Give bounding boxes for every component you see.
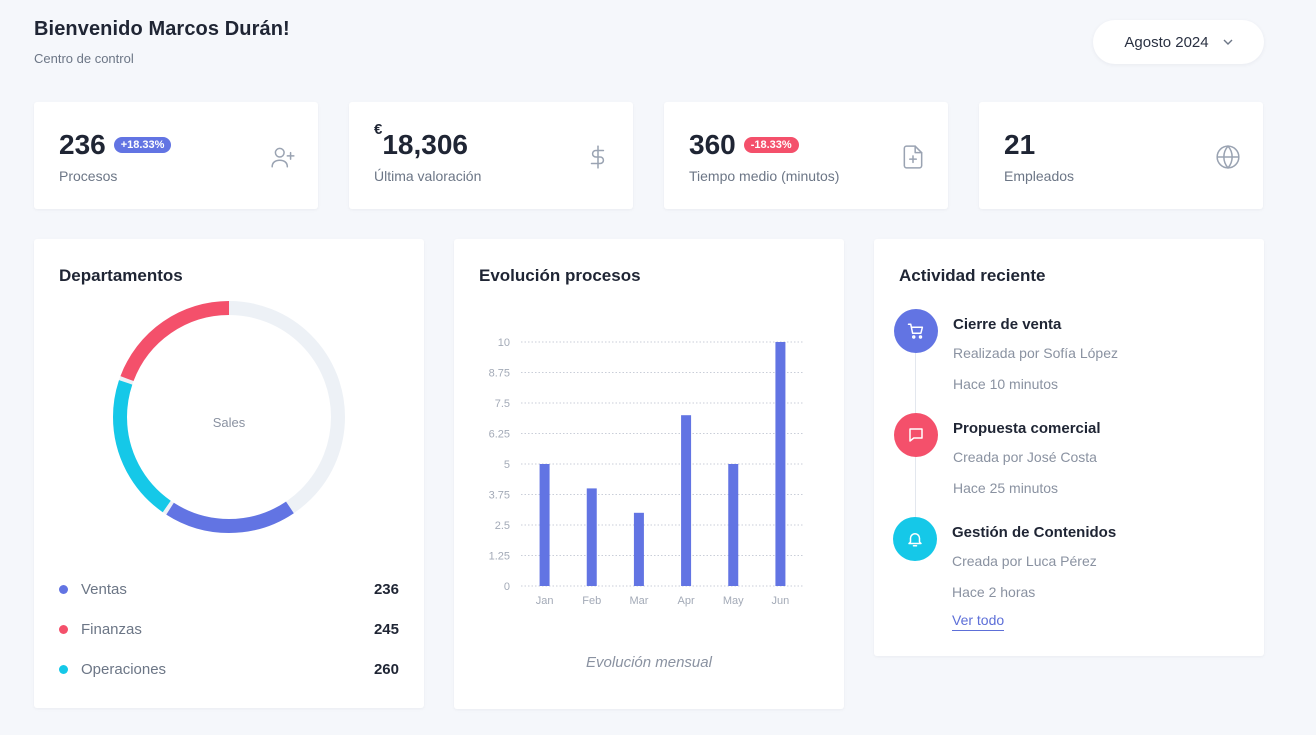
page-subtitle: Centro de control: [34, 51, 134, 66]
activity-title: Cierre de venta: [953, 316, 1062, 333]
stat-card-empleados: 21 Empleados: [979, 102, 1263, 209]
see-all-link[interactable]: Ver todo: [952, 612, 1005, 631]
month-select[interactable]: Agosto 2024: [1093, 20, 1264, 64]
dollar-icon: [585, 144, 611, 170]
donut-segment-operaciones: [113, 301, 345, 533]
stat-label: Tiempo medio (minutos): [689, 168, 840, 184]
y-tick-label: 1.25: [489, 551, 510, 563]
legend-dot: [59, 625, 68, 634]
legend-name: Ventas: [81, 581, 127, 598]
stat-badge: -18.33%: [743, 137, 799, 153]
stat-label: Empleados: [1004, 168, 1075, 184]
stat-badge: +18.33%: [113, 137, 172, 153]
activity-title: Gestión de Contenidos: [952, 524, 1117, 541]
stat-value: 236: [59, 129, 106, 160]
globe-icon: [1215, 144, 1241, 170]
departments-card: Departamentos Sales Ventas 236 Finanzas …: [34, 239, 424, 708]
y-tick-label: 2.5: [495, 520, 510, 532]
departments-title: Departamentos: [59, 266, 183, 285]
x-tick-label: May: [723, 595, 744, 607]
legend-name: Finanzas: [81, 621, 142, 638]
activity-subtitle: Realizada por Sofía López: [953, 345, 1118, 361]
stat-value: 21: [1004, 129, 1036, 160]
currency-symbol: €: [374, 120, 383, 138]
x-tick-label: Mar: [629, 595, 648, 607]
page-title: Bienvenido Marcos Durán!: [34, 18, 290, 40]
legend-dot: [59, 585, 68, 594]
donut-segment-finanzas: [113, 301, 345, 533]
departments-donut: Sales: [113, 301, 345, 533]
activity-time: Hace 10 minutos: [953, 376, 1059, 392]
x-tick-label: Feb: [582, 595, 601, 607]
legend-row-ventas: Ventas 236: [59, 581, 399, 598]
stat-label: Última valoración: [374, 168, 482, 184]
y-tick-label: 3.75: [489, 490, 510, 502]
x-tick-label: Jan: [536, 595, 554, 607]
legend-value: 245: [373, 621, 399, 638]
legend-dot: [59, 665, 68, 674]
legend-row-operaciones: Operaciones 260: [59, 661, 399, 678]
evolution-bar-chart: 0 1.25 2.5 3.75 5 6.25 7.5 8.75 10 Jan Feb Mar Apr Ma…: [489, 337, 804, 607]
legend-value: 260: [373, 661, 399, 678]
user-plus-icon: [270, 144, 296, 170]
message-icon: [894, 413, 938, 457]
activity-subtitle: Creada por Luca Pérez: [952, 553, 1097, 569]
evolution-title: Evolución procesos: [479, 266, 641, 285]
y-tick-label: 7.5: [495, 398, 510, 410]
bar-may: [728, 464, 739, 586]
legend-name: Operaciones: [81, 661, 167, 678]
activity-time: Hace 2 horas: [952, 584, 1036, 600]
y-tick-label: 5: [504, 459, 510, 471]
evolution-card: Evolución procesos 0 1.25 2.5 3.75 5 6.25 7.5 8…: [454, 239, 844, 709]
file-plus-icon: [900, 144, 926, 170]
chart-caption: Evolución mensual: [586, 654, 712, 671]
legend-row-finanzas: Finanzas 245: [59, 621, 399, 638]
donut-segment-ventas: [113, 301, 345, 533]
bar-jun: [775, 342, 786, 586]
stat-card-tiempo: 360 -18.33% Tiempo medio (minutos): [664, 102, 948, 209]
stat-label: Procesos: [59, 168, 118, 184]
chevron-down-icon: [1223, 37, 1233, 48]
y-tick-label: 6.25: [489, 429, 510, 441]
activity-card: Actividad reciente Cierre de venta Reali…: [874, 239, 1264, 656]
activity-subtitle: Creada por José Costa: [953, 449, 1097, 465]
stat-card-procesos: 236 +18.33% Procesos: [34, 102, 318, 209]
y-tick-label: 8.75: [489, 368, 510, 380]
bell-icon: [893, 517, 937, 561]
y-tick-label: 10: [498, 337, 510, 349]
legend-value: 236: [373, 581, 399, 598]
activity-title: Actividad reciente: [899, 266, 1046, 285]
bar-mar: [633, 512, 644, 586]
stat-value: €18,306: [374, 121, 468, 161]
bar-jan: [539, 464, 550, 586]
activity-time: Hace 25 minutos: [953, 480, 1059, 496]
bar-feb: [586, 488, 597, 586]
bar-apr: [681, 415, 692, 586]
x-tick-label: Jun: [772, 595, 790, 607]
x-tick-label: Apr: [678, 595, 695, 607]
y-tick-label: 0: [504, 581, 510, 593]
month-select-value: Agosto 2024: [1124, 33, 1209, 51]
stat-amount: 18,306: [382, 129, 468, 160]
cart-icon: [894, 309, 938, 353]
stat-card-valoracion: €18,306 Última valoración: [349, 102, 633, 209]
donut-center-label: Sales: [213, 415, 246, 430]
page-header: Bienvenido Marcos Durán! Centro de contr…: [34, 18, 290, 66]
activity-title: Propuesta comercial: [953, 420, 1101, 437]
stat-value: 360: [689, 129, 736, 160]
